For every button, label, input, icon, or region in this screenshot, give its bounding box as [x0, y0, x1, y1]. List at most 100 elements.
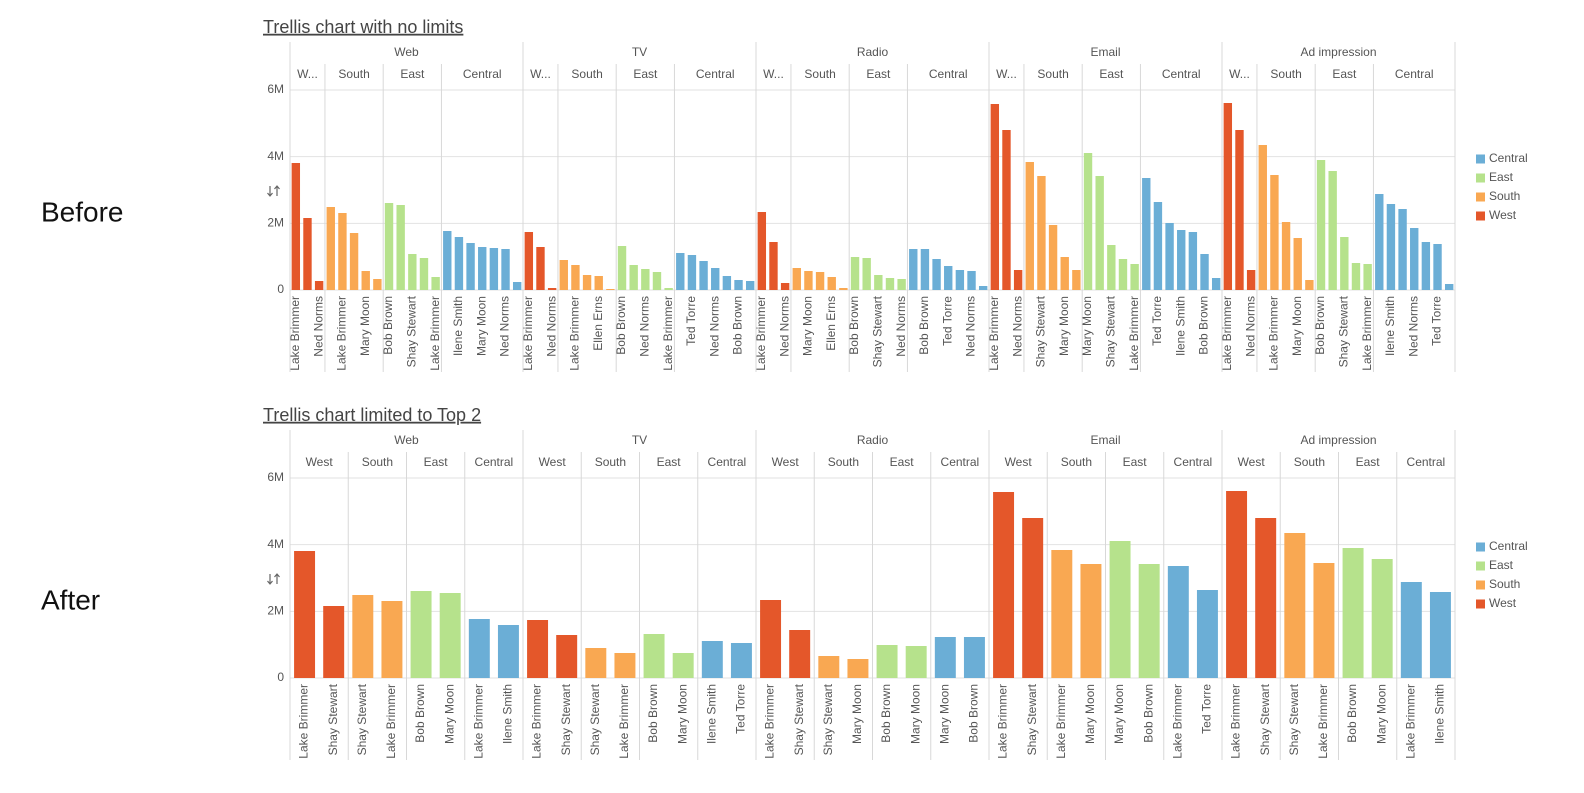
y-tick-label: 2M	[267, 604, 284, 618]
x-tick-label: Lake Brimmer	[530, 684, 544, 759]
region-label: W...	[763, 67, 784, 81]
x-tick-label: Lake Brimmer	[1220, 296, 1234, 371]
x-tick-label: Shay Stewart	[792, 683, 806, 755]
region-label: South	[804, 67, 835, 81]
bar	[876, 645, 898, 678]
x-tick-label: Mary Moon	[358, 296, 372, 356]
bar	[687, 255, 697, 290]
bar	[839, 288, 848, 290]
x-tick-label: Shay Stewart	[355, 683, 369, 755]
region-label: East	[424, 455, 449, 469]
x-tick-label: Ilene Smith	[451, 296, 465, 356]
bar	[909, 249, 918, 290]
x-tick-label: Ned Norms	[637, 296, 651, 357]
bar	[701, 641, 723, 678]
bar	[1196, 590, 1218, 678]
x-tick-label: Ted Torre	[1200, 684, 1214, 734]
x-tick-label: Ned Norms	[964, 296, 978, 357]
x-tick-label: Mary Moon	[675, 684, 689, 744]
x-tick-label: Shay Stewart	[559, 683, 573, 755]
x-tick-label: Bob Brown	[614, 296, 628, 355]
region-label: West	[306, 455, 334, 469]
x-tick-label: Lake Brimmer	[1316, 684, 1330, 759]
x-tick-label: Lake Brimmer	[521, 296, 535, 371]
x-tick-label: Mary Moon	[1112, 684, 1126, 744]
x-tick-label: Ned Norms	[1406, 296, 1420, 357]
bar	[439, 593, 461, 678]
x-tick-label: Shay Stewart	[1034, 295, 1048, 367]
bar	[326, 207, 335, 290]
x-tick-label: Bob Brown	[847, 296, 861, 355]
bar	[556, 635, 578, 678]
bar	[745, 281, 755, 290]
bar	[885, 278, 895, 290]
legend-label: East	[1489, 558, 1514, 572]
bar	[792, 268, 801, 290]
bar	[1167, 566, 1189, 678]
region-label: Central	[1407, 455, 1446, 469]
x-tick-label: Ned Norms	[311, 296, 325, 357]
x-tick-label: Ned Norms	[1010, 296, 1024, 357]
bar	[722, 276, 732, 290]
legend-swatch	[1476, 599, 1485, 609]
region-label: West	[1005, 455, 1033, 469]
region-label: Central	[1174, 455, 1213, 469]
sort-icon	[267, 185, 280, 197]
region-label: South	[1270, 67, 1301, 81]
bar	[594, 276, 603, 290]
bar	[1284, 533, 1306, 678]
bar	[352, 595, 374, 678]
bar	[1226, 491, 1248, 678]
bar	[606, 289, 615, 290]
bar	[536, 247, 545, 290]
bar	[396, 205, 405, 290]
x-tick-label: Ellen Erns	[591, 296, 605, 351]
x-tick-label: Lake Brimmer	[763, 684, 777, 759]
panel-label: Email	[1090, 433, 1120, 447]
x-tick-label: Ted Torre	[734, 684, 748, 734]
bar	[967, 271, 976, 290]
bar	[1246, 270, 1256, 290]
bar	[1048, 225, 1058, 290]
panel-label: Web	[394, 433, 419, 447]
bar	[1200, 254, 1209, 290]
x-tick-label: Shay Stewart	[326, 683, 340, 755]
region-label: South	[1294, 455, 1325, 469]
y-tick-label: 6M	[267, 82, 284, 96]
x-tick-label: Shay Stewart	[821, 683, 835, 755]
bar	[1211, 278, 1221, 290]
y-tick-label: 0	[277, 282, 284, 296]
bar	[932, 259, 941, 290]
region-label: South	[1037, 67, 1068, 81]
bar	[1429, 592, 1451, 678]
bar	[1444, 284, 1454, 290]
region-label: East	[1332, 67, 1357, 81]
panel-label: Radio	[857, 433, 889, 447]
bar	[874, 275, 883, 290]
legend-label: Central	[1489, 151, 1528, 165]
x-tick-label: Shay Stewart	[1103, 295, 1117, 367]
bar	[524, 232, 534, 290]
bar	[862, 258, 871, 290]
x-tick-label: Shay Stewart	[1287, 683, 1301, 755]
x-tick-label: Lake Brimmer	[568, 296, 582, 371]
chart-title: Trellis chart with no limits	[263, 17, 463, 37]
x-tick-label: Ned Norms	[498, 296, 512, 357]
legend-swatch	[1476, 192, 1485, 202]
bar	[617, 246, 627, 290]
bar	[559, 260, 568, 290]
bar	[1386, 204, 1396, 290]
bar	[1375, 194, 1384, 290]
region-label: South	[362, 455, 393, 469]
x-tick-label: Lake Brimmer	[428, 296, 442, 371]
bar	[664, 288, 673, 290]
bar	[699, 261, 708, 290]
x-tick-label: Shay Stewart	[870, 295, 884, 367]
bar	[527, 620, 549, 678]
region-label: West	[539, 455, 567, 469]
bar	[769, 242, 778, 290]
bar	[1138, 564, 1160, 678]
region-label: South	[571, 67, 602, 81]
region-label: Central	[941, 455, 980, 469]
x-tick-label: Lake Brimmer	[335, 296, 349, 371]
